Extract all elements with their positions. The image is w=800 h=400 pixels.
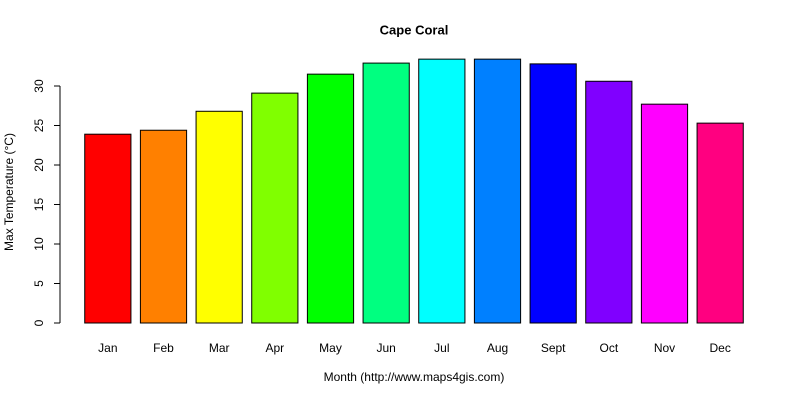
x-tick-label: Oct: [599, 341, 618, 355]
y-tick-label: 5: [32, 280, 46, 287]
chart-title: Cape Coral: [380, 22, 449, 37]
x-tick-label: Apr: [265, 341, 284, 355]
x-tick-label: Jul: [434, 341, 449, 355]
x-tick-label: Dec: [709, 341, 730, 355]
y-tick-label: 25: [32, 119, 46, 133]
x-tick-label: Sept: [541, 341, 566, 355]
y-tick-label: 0: [32, 319, 46, 326]
x-tick-label: Aug: [487, 341, 508, 355]
bar: [696, 122, 744, 324]
y-tick-label: 10: [32, 237, 46, 251]
x-tick-label: Feb: [153, 341, 174, 355]
x-tick-label: Jun: [376, 341, 395, 355]
bar: [418, 58, 466, 324]
bar: [585, 80, 633, 324]
y-axis-title: Max Temperature (°C): [2, 133, 16, 251]
y-tick-label: 15: [32, 198, 46, 212]
bar: [640, 103, 689, 324]
bar: [306, 73, 355, 324]
y-tick-label: 20: [32, 158, 46, 172]
bar: [473, 58, 522, 324]
bar: [195, 110, 243, 324]
bar: [84, 133, 132, 324]
bar: [529, 63, 577, 324]
x-tick-label: Mar: [209, 341, 230, 355]
x-tick-label: May: [319, 341, 342, 355]
y-tick-label: 30: [32, 79, 46, 93]
bar: [251, 92, 299, 324]
x-axis-title: Month (http://www.maps4gis.com): [324, 370, 505, 384]
x-tick-label: Nov: [654, 341, 675, 355]
bar: [362, 62, 410, 324]
bar: [139, 129, 188, 324]
x-tick-label: Jan: [98, 341, 117, 355]
